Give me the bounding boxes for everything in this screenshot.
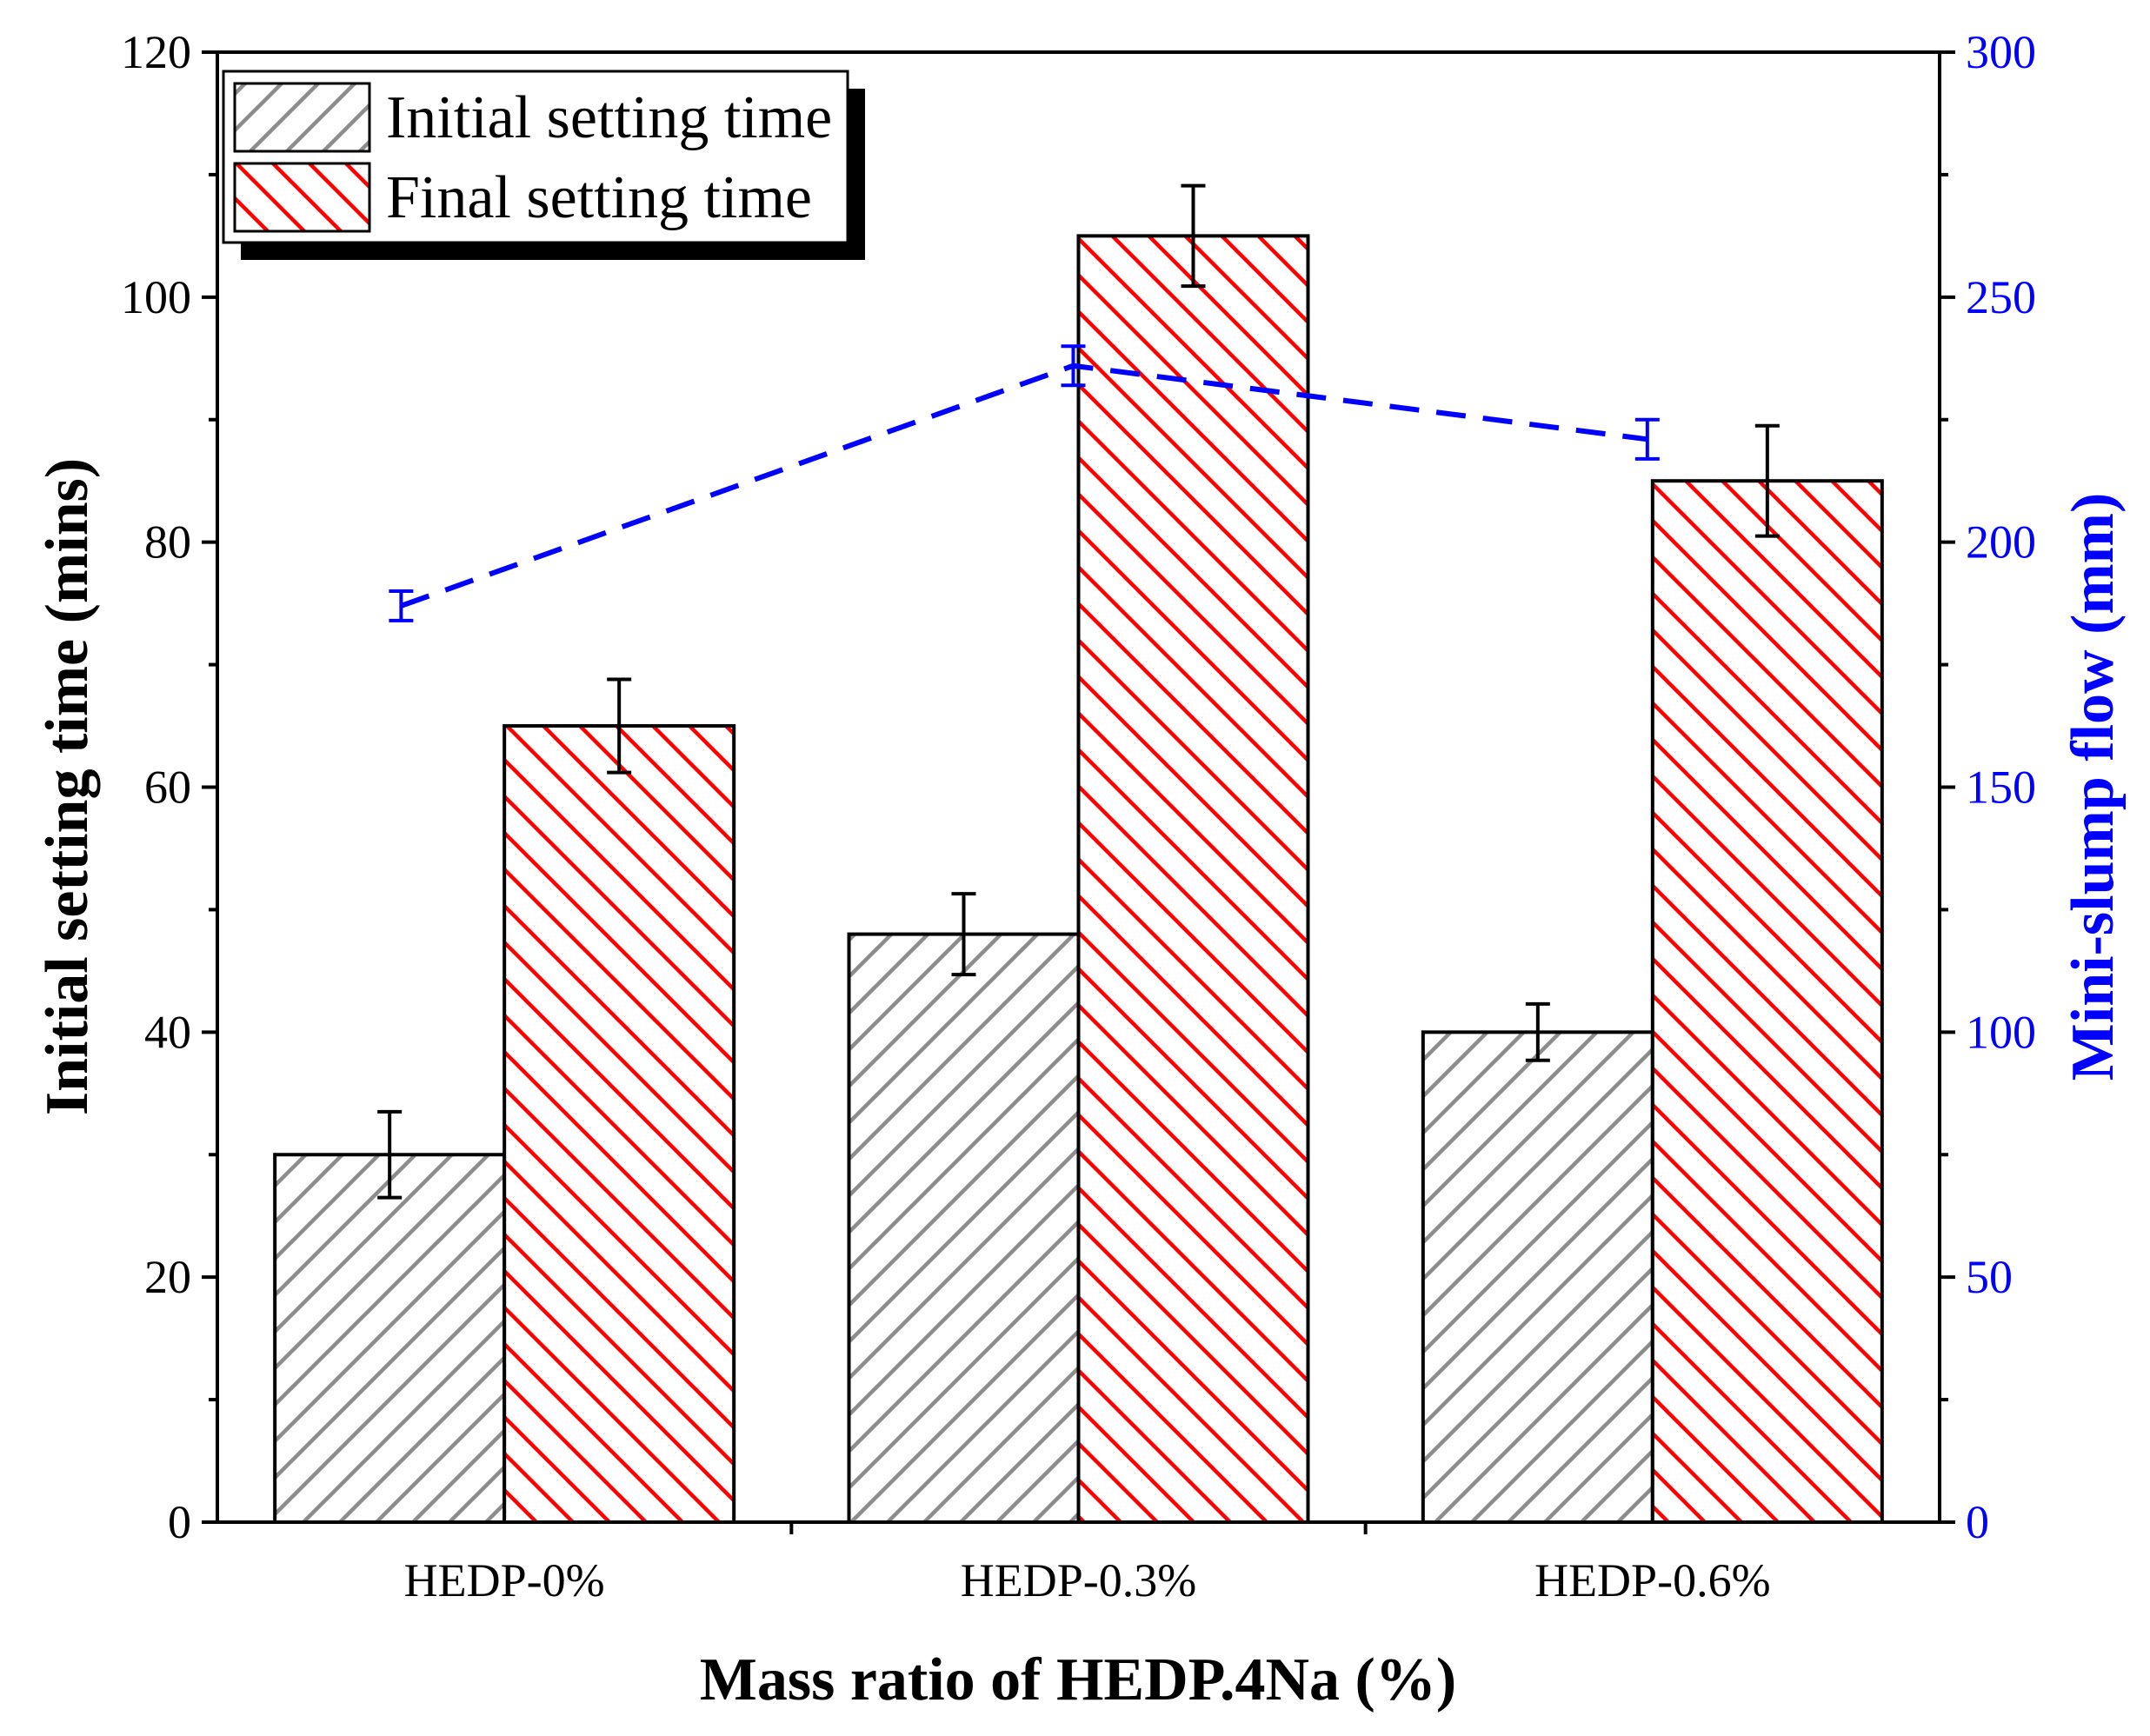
bar-initial-1 <box>847 932 1081 1524</box>
legend-label-initial: Initial setting time <box>386 84 832 151</box>
y2-tick-label-1: 50 <box>1966 1251 2013 1303</box>
y-tick-label-5: 100 <box>121 271 191 323</box>
y2-tick-label-0: 0 <box>1966 1496 1989 1548</box>
bar-initial-2 <box>1421 1030 1654 1525</box>
y2-tick-label-6: 300 <box>1966 26 2036 78</box>
y-axis-title: Initial setting time (mins) <box>34 458 101 1115</box>
bar-final-1 <box>1076 234 1310 1524</box>
y-tick-label-4: 80 <box>144 516 191 569</box>
flow-line <box>400 362 1648 609</box>
y-tick-label-3: 60 <box>144 762 191 814</box>
x-axis-title: Mass ratio of HEDP.4Na (%) <box>700 1646 1456 1713</box>
legend: Initial setting time Final setting time <box>222 70 865 260</box>
y2-tick-label-2: 100 <box>1966 1006 2036 1058</box>
ticks-layer: 0 20 40 60 80 100 120 0 50 100 150 200 250 300 HEDP-0%… <box>121 26 2036 1606</box>
x-tick-label-1: HEDP-0.3% <box>961 1554 1196 1606</box>
bar-initial-0 <box>273 1153 507 1524</box>
y-tick-label-0: 0 <box>168 1496 191 1548</box>
x-tick-label-0: HEDP-0% <box>404 1554 605 1606</box>
flow-line-layer <box>389 344 1660 622</box>
legend-swatch-initial <box>233 82 371 153</box>
bars-layer <box>273 183 1884 1525</box>
legend-label-final: Final setting time <box>386 164 812 231</box>
legend-swatch-final <box>233 162 371 233</box>
bar-final-0 <box>503 724 736 1524</box>
y-tick-label-1: 20 <box>144 1251 191 1303</box>
y2-tick-label-4: 200 <box>1966 516 2036 569</box>
y-tick-label-2: 40 <box>144 1006 191 1058</box>
bar-final-2 <box>1650 479 1884 1524</box>
y2-tick-label-5: 250 <box>1966 271 2036 323</box>
y-tick-label-6: 120 <box>121 26 191 78</box>
y2-axis-title: Mini-slump flow (mm) <box>2060 493 2127 1081</box>
x-tick-label-2: HEDP-0.6% <box>1534 1554 1770 1606</box>
y2-tick-label-3: 150 <box>1966 762 2036 814</box>
